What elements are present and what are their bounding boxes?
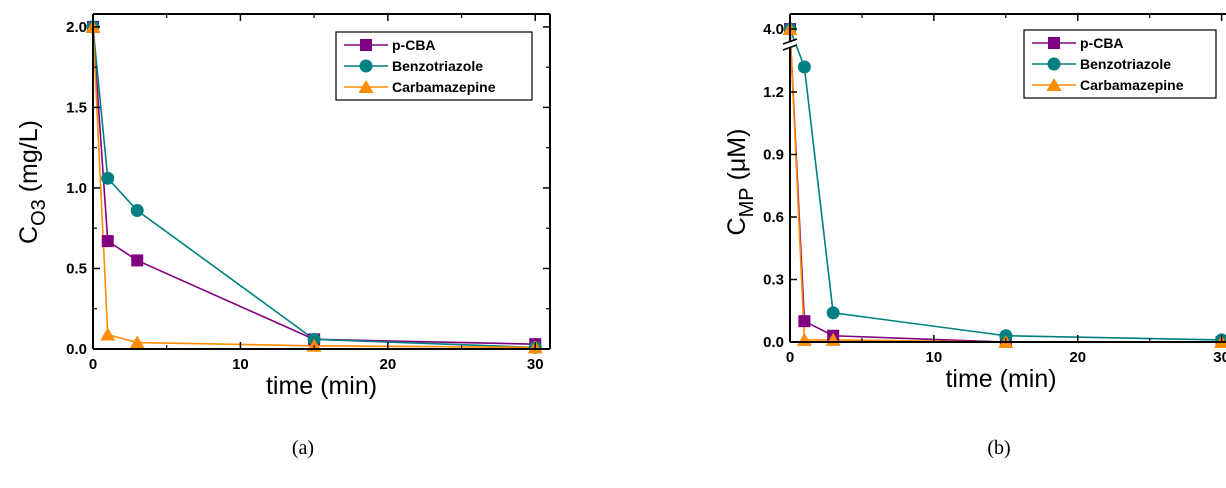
x-tick-label: 20 xyxy=(1069,349,1086,366)
x-tick-label: 30 xyxy=(1213,349,1226,366)
data-point-p-cba xyxy=(798,315,811,328)
data-point-benzotriazole xyxy=(826,306,840,320)
axis-break-mark xyxy=(782,38,798,45)
legend-label: Benzotriazole xyxy=(392,58,483,74)
legend: p-CBA Benzotriazole Carbamazepine xyxy=(1023,29,1217,99)
legend-marker xyxy=(359,59,373,73)
data-point-benzotriazole xyxy=(101,171,115,185)
y-tick-label: 0.9 xyxy=(763,147,784,164)
y-tick-label: 0.6 xyxy=(763,209,784,226)
y-tick-label: 0.3 xyxy=(763,272,784,289)
x-axis-label: time (min) xyxy=(945,365,1056,393)
figure-caption: (a) xyxy=(292,437,314,459)
legend-label: Carbamazepine xyxy=(1080,77,1184,93)
y-tick-label: 1.2 xyxy=(763,84,784,101)
figure-caption: (b) xyxy=(987,437,1010,459)
x-tick-label: 10 xyxy=(926,349,943,366)
data-point-p-cba xyxy=(131,254,144,267)
data-point-p-cba xyxy=(101,235,114,248)
y-tick-label: 4.0 xyxy=(763,21,784,38)
y-axis-label: CO3 (mg/L) xyxy=(15,120,50,244)
x-axis-label: time (min) xyxy=(266,372,377,400)
x-tick-label: 10 xyxy=(232,356,249,373)
legend-marker xyxy=(358,80,374,93)
data-point-carbamazepine xyxy=(129,335,145,349)
legend: p-CBA Benzotriazole Carbamazepine xyxy=(335,31,533,101)
x-tick-label: 0 xyxy=(89,356,97,373)
legend-label: Benzotriazole xyxy=(1080,56,1171,72)
legend-marker xyxy=(1047,57,1061,71)
y-tick-label: 0.5 xyxy=(66,260,87,277)
legend-label: Carbamazepine xyxy=(392,79,496,95)
y-tick-label: 1.0 xyxy=(66,180,87,197)
axis-break-mark xyxy=(782,44,798,51)
chart-b: 0 10 20 30 0.0 0.3 0.6 0.9 1.2 4.0 time (min) CMP (… xyxy=(723,13,1226,459)
legend-marker xyxy=(360,39,372,51)
legend-label: p-CBA xyxy=(1080,35,1124,51)
y-tick-label: 0.0 xyxy=(66,341,87,358)
y-tick-label: 0.0 xyxy=(763,334,784,351)
data-point-benzotriazole xyxy=(130,203,144,217)
data-point-benzotriazole xyxy=(797,60,811,74)
legend-label: p-CBA xyxy=(392,37,436,53)
x-tick-label: 30 xyxy=(527,356,544,373)
y-tick-label: 2.0 xyxy=(66,19,87,36)
x-tick-label: 20 xyxy=(379,356,396,373)
axis-break-gap xyxy=(784,41,796,48)
legend-marker xyxy=(1046,78,1062,91)
y-axis-label: CMP (μM) xyxy=(723,129,758,236)
x-tick-label: 0 xyxy=(786,349,794,366)
data-point-carbamazepine xyxy=(100,327,116,341)
y-tick-label: 1.5 xyxy=(66,99,87,116)
legend-marker xyxy=(1048,37,1060,49)
chart-a: 0 10 20 30 0.0 0.5 1.0 1.5 2.0 time (min) CO3 (mg/… xyxy=(15,13,551,459)
